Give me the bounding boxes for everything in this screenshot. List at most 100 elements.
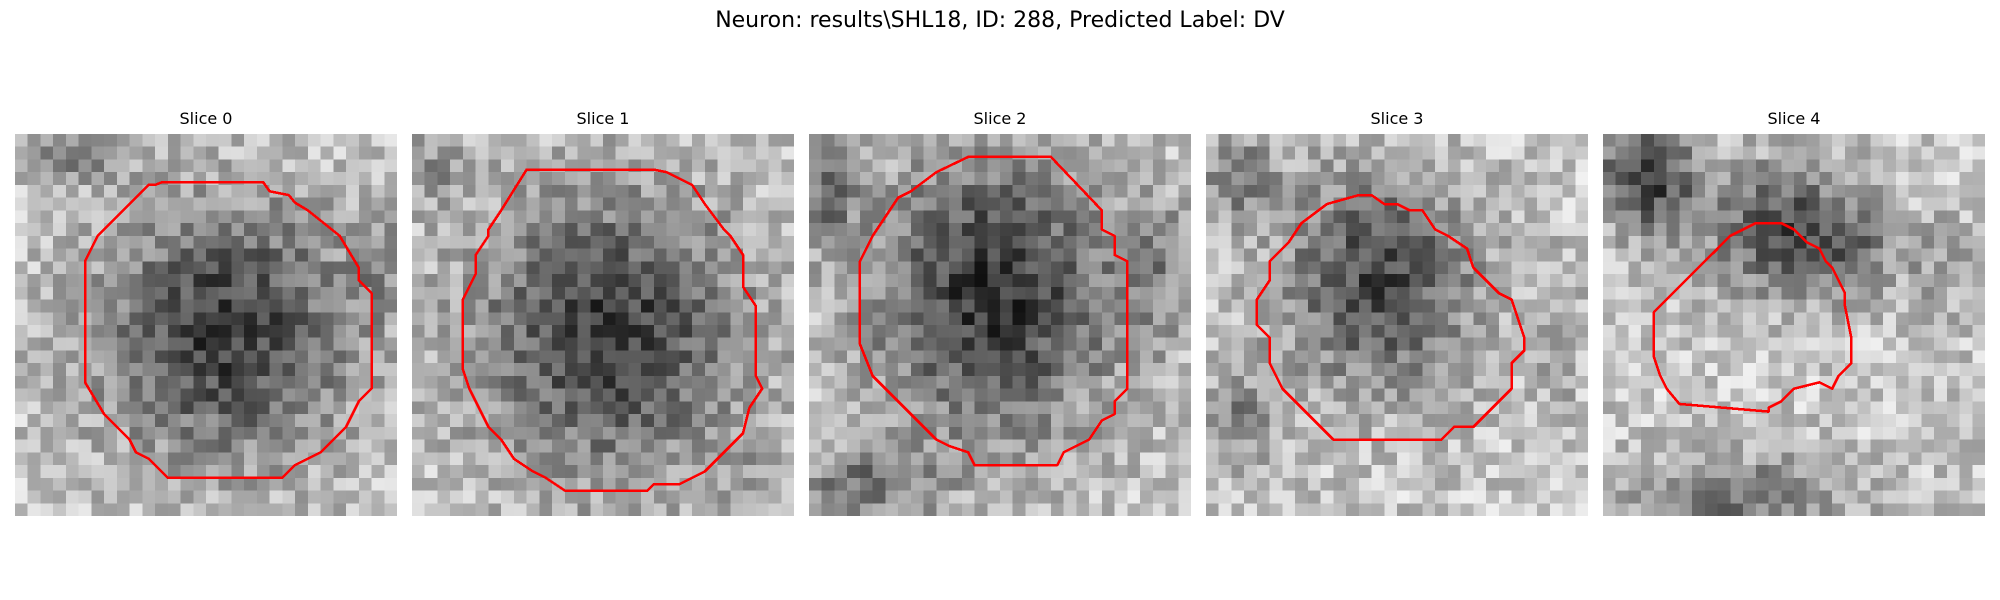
pixel: [346, 236, 359, 249]
pixel: [590, 401, 603, 414]
pixel: [1896, 363, 1909, 376]
pixel: [219, 350, 232, 363]
pixel: [975, 478, 988, 491]
pixel: [1537, 147, 1550, 160]
pixel: [244, 312, 257, 325]
pixel: [1473, 147, 1486, 160]
pixel: [450, 274, 463, 287]
pixel: [1909, 503, 1922, 516]
pixel: [1153, 350, 1166, 363]
pixel: [730, 478, 743, 491]
pixel: [539, 198, 552, 211]
pixel: [1372, 452, 1385, 465]
pixel: [437, 465, 450, 478]
pixel: [654, 198, 667, 211]
pixel: [628, 401, 641, 414]
pixel: [679, 440, 692, 453]
pixel: [1000, 465, 1013, 478]
pixel: [1781, 452, 1794, 465]
pixel: [1537, 223, 1550, 236]
pixel: [654, 465, 667, 478]
pixel: [1972, 401, 1985, 414]
pixel: [1972, 440, 1985, 453]
pixel: [1153, 414, 1166, 427]
pixel: [1064, 350, 1077, 363]
pixel: [1295, 312, 1308, 325]
pixel: [1756, 427, 1769, 440]
pixel: [1909, 274, 1922, 287]
pixel: [962, 325, 975, 338]
pixel: [1679, 414, 1692, 427]
pixel: [1794, 134, 1807, 147]
pixel: [1883, 338, 1896, 351]
pixel: [705, 503, 718, 516]
pixel: [641, 440, 654, 453]
pixel: [1038, 210, 1051, 223]
pixel: [282, 503, 295, 516]
pixel: [1524, 210, 1537, 223]
pixel: [1896, 350, 1909, 363]
pixel: [257, 452, 270, 465]
pixel: [130, 325, 143, 338]
pixel: [1499, 172, 1512, 185]
pixel: [219, 185, 232, 198]
pixel: [104, 491, 117, 504]
pixel: [578, 338, 591, 351]
pixel: [476, 300, 489, 313]
pixel: [168, 338, 181, 351]
pixel: [206, 198, 219, 211]
pixel: [1178, 223, 1191, 236]
pixel: [1679, 185, 1692, 198]
pixel: [1384, 287, 1397, 300]
pixel: [924, 363, 937, 376]
pixel: [1603, 427, 1616, 440]
pixel: [1333, 210, 1346, 223]
pixel: [206, 389, 219, 402]
pixel: [1769, 325, 1782, 338]
pixel: [1972, 147, 1985, 160]
pixel: [962, 427, 975, 440]
pixel: [181, 159, 194, 172]
pixel: [692, 312, 705, 325]
pixel: [1807, 491, 1820, 504]
pixel: [91, 185, 104, 198]
pixel: [333, 300, 346, 313]
pixel: [295, 363, 308, 376]
pixel: [1883, 325, 1896, 338]
pixel: [15, 389, 28, 402]
pixel: [1206, 261, 1219, 274]
pixel: [936, 427, 949, 440]
pixel: [117, 452, 130, 465]
pixel: [1244, 478, 1257, 491]
pixel: [539, 376, 552, 389]
pixel: [730, 312, 743, 325]
pixel: [53, 503, 66, 516]
pixel: [822, 223, 835, 236]
pixel: [372, 274, 385, 287]
pixel: [219, 325, 232, 338]
pixel: [1819, 134, 1832, 147]
pixel: [372, 198, 385, 211]
pixel: [1909, 159, 1922, 172]
pixel: [885, 452, 898, 465]
pixel: [1641, 325, 1654, 338]
pixel: [1705, 312, 1718, 325]
pixel: [168, 300, 181, 313]
pixel: [372, 452, 385, 465]
pixel: [1308, 491, 1321, 504]
pixel: [1486, 389, 1499, 402]
pixel: [1603, 147, 1616, 160]
pixel: [1563, 274, 1576, 287]
pixel: [333, 274, 346, 287]
pixel: [346, 198, 359, 211]
pixel: [1858, 223, 1871, 236]
pixel: [641, 249, 654, 262]
pixel: [1718, 185, 1731, 198]
pixel: [104, 172, 117, 185]
pixel: [603, 274, 616, 287]
pixel: [282, 338, 295, 351]
pixel: [514, 261, 527, 274]
pixel: [1410, 503, 1423, 516]
pixel: [231, 427, 244, 440]
pixel: [308, 185, 321, 198]
